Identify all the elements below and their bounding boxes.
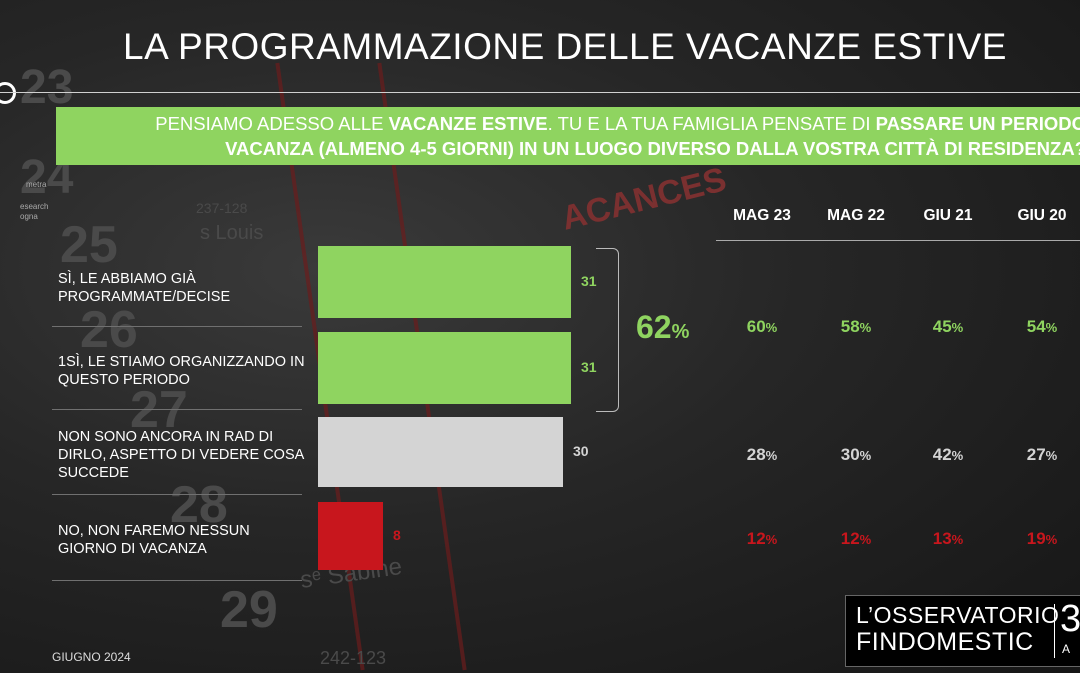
- brand-line-1: L’OSSERVATORIO: [856, 602, 1060, 628]
- brand-anniversary-sub: A: [1062, 642, 1071, 656]
- question-line-2: VACANZA (ALMENO 4-5 GIORNI) IN UN LUOGO …: [225, 138, 1080, 159]
- comparison-cell: 28%: [722, 445, 802, 465]
- row-separator: [52, 409, 302, 410]
- comparison-value: 19: [1026, 529, 1046, 548]
- comparison-cell: 54%: [1002, 317, 1080, 337]
- question-text: PENSIAMO ADESSO ALLE: [155, 113, 389, 134]
- bar-value-label: 30: [573, 443, 589, 459]
- comparison-unit: %: [1045, 320, 1058, 335]
- comparison-unit: %: [859, 448, 872, 463]
- category-label-line: NON SONO ANCORA IN RAD DI: [58, 429, 274, 445]
- partner-logo-text: ogna: [20, 212, 38, 221]
- bar: [318, 332, 571, 404]
- title-divider: [0, 92, 1080, 93]
- comparison-cell: 12%: [816, 529, 896, 549]
- bg-day-number: 26: [80, 301, 138, 359]
- category-label-line: QUESTO PERIODO: [58, 372, 190, 388]
- question-highlight: VACANZE ESTIVE: [388, 113, 548, 134]
- bar: [318, 246, 571, 318]
- comparison-unit: %: [765, 320, 778, 335]
- comparison-column-header: GIU 20: [1017, 207, 1067, 224]
- category-label-line: DIRLO, ASPETTO DI VEDERE COSA: [58, 447, 305, 463]
- comparison-header-rule: [716, 240, 1080, 241]
- bg-saint: s Louis: [200, 222, 264, 244]
- category-label-line: 1SÌ, LE STIAMO ORGANIZZANDO IN: [58, 354, 305, 370]
- comparison-unit: %: [765, 532, 778, 547]
- row-separator: [52, 580, 302, 581]
- comparison-value: 54: [1026, 317, 1046, 336]
- bar-value-label: 31: [581, 359, 597, 375]
- comparison-column-header: MAG 23: [733, 207, 791, 224]
- bg-day-number: 23: [20, 61, 74, 114]
- bar-value-label: 31: [581, 273, 597, 289]
- category-label-line: NO, NON FAREMO NESSUN: [58, 523, 250, 539]
- bg-day-number: 28: [170, 476, 228, 534]
- comparison-unit: %: [859, 532, 872, 547]
- comparison-value: 28: [746, 445, 766, 464]
- category-label-line: GIORNO DI VACANZA: [58, 541, 207, 557]
- bg-day-number: 29: [220, 581, 278, 639]
- yes-total-number: 62: [636, 309, 672, 345]
- partner-logo: metra esearch ogna: [0, 180, 48, 222]
- category-label: 1SÌ, LE STIAMO ORGANIZZANDO IN QUESTO PER…: [58, 353, 305, 389]
- bg-day-number: 27: [130, 381, 188, 439]
- comparison-unit: %: [951, 448, 964, 463]
- comparison-unit: %: [859, 320, 872, 335]
- comparison-unit: %: [1045, 532, 1058, 547]
- comparison-cell: 30%: [816, 445, 896, 465]
- comparison-cell: 45%: [908, 317, 988, 337]
- brand-anniversary-number: 3: [1060, 598, 1080, 640]
- category-label: NO, NON FAREMO NESSUN GIORNO DI VACANZA: [58, 522, 250, 558]
- comparison-value: 42: [932, 445, 952, 464]
- category-label: SÌ, LE ABBIAMO GIÀ PROGRAMMATE/DECISE: [58, 270, 230, 306]
- bar: [318, 417, 563, 487]
- yes-total-unit: %: [671, 321, 690, 343]
- row-separator: [52, 326, 302, 327]
- brand-line-2: FINDOMESTIC: [856, 628, 1034, 656]
- comparison-value: 58: [840, 317, 860, 336]
- row-separator: [52, 494, 302, 495]
- comparison-cell: 13%: [908, 529, 988, 549]
- page-title: LA PROGRAMMAZIONE DELLE VACANZE ESTIVE: [123, 26, 1007, 67]
- category-label-line: SÌ, LE ABBIAMO GIÀ: [58, 271, 196, 287]
- yes-total-value: 62%: [636, 309, 689, 346]
- comparison-unit: %: [1045, 448, 1058, 463]
- comparison-cell: 58%: [816, 317, 896, 337]
- comparison-cell: 27%: [1002, 445, 1080, 465]
- comparison-cell: 42%: [908, 445, 988, 465]
- comparison-cell: 12%: [722, 529, 802, 549]
- category-label-line: PROGRAMMATE/DECISE: [58, 289, 231, 305]
- bar: [318, 502, 383, 570]
- comparison-column-header: GIU 21: [923, 207, 973, 224]
- comparison-value: 27: [1026, 445, 1046, 464]
- comparison-unit: %: [951, 532, 964, 547]
- category-label: NON SONO ANCORA IN RAD DI DIRLO, ASPETTO …: [58, 428, 304, 482]
- comparison-unit: %: [765, 448, 778, 463]
- comparison-cell: 60%: [722, 317, 802, 337]
- comparison-value: 45: [932, 317, 952, 336]
- partner-logo-text: esearch: [20, 202, 49, 211]
- bg-code: 242-123: [320, 648, 387, 668]
- brand-logo: L’OSSERVATORIO FINDOMESTIC 3 A: [845, 595, 1080, 667]
- bg-code: 237-128: [196, 200, 248, 216]
- partner-logo-text: metra: [26, 180, 47, 189]
- question-highlight: PASSARE UN PERIODO: [875, 113, 1080, 134]
- comparison-unit: %: [951, 320, 964, 335]
- yes-total-brace: [596, 248, 619, 412]
- comparison-cell: 19%: [1002, 529, 1080, 549]
- comparison-value: 12: [840, 529, 860, 548]
- bar-value-label: 8: [393, 527, 401, 543]
- comparison-value: 12: [746, 529, 766, 548]
- category-label-line: SUCCEDE: [58, 465, 129, 481]
- circle-bullet-icon: [0, 82, 16, 104]
- brand-divider: [1054, 604, 1055, 658]
- comparison-value: 13: [932, 529, 952, 548]
- footer-date: GIUGNO 2024: [52, 650, 131, 664]
- comparison-value: 60: [746, 317, 766, 336]
- comparison-column-header: MAG 22: [827, 207, 885, 224]
- comparison-value: 30: [840, 445, 860, 464]
- bg-day-number: 25: [60, 216, 118, 274]
- question-text: . TU E LA TUA FAMIGLIA PENSATE DI: [547, 113, 876, 134]
- question-banner: PENSIAMO ADESSO ALLE VACANZE ESTIVE. TU …: [56, 107, 1080, 165]
